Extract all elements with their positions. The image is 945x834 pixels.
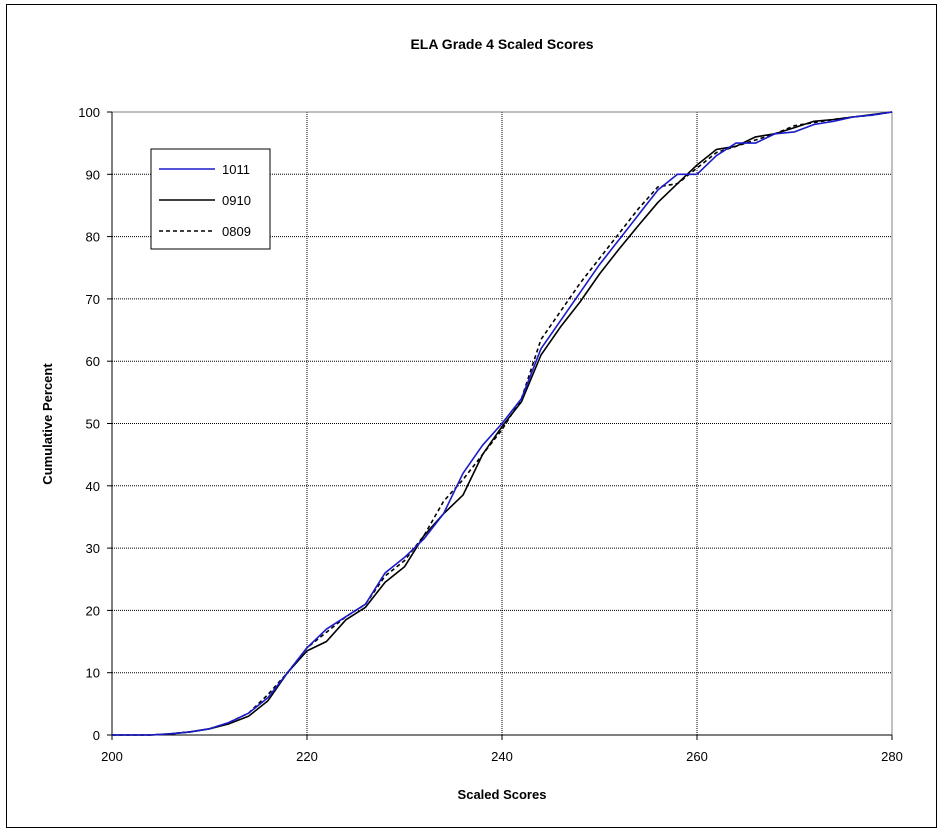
y-tick-label: 60 <box>86 354 100 369</box>
y-axis-title: Cumulative Percent <box>40 363 55 485</box>
legend-label-0910: 0910 <box>222 193 251 208</box>
legend-label-0809: 0809 <box>222 224 251 239</box>
chart-frame <box>6 4 937 828</box>
chart-title: ELA Grade 4 Scaled Scores <box>410 36 593 52</box>
y-tick-label: 30 <box>86 541 100 556</box>
y-tick-label: 10 <box>86 666 100 681</box>
y-tick-label: 100 <box>78 105 100 120</box>
y-tick-label: 40 <box>86 479 100 494</box>
x-tick-label: 260 <box>686 749 708 764</box>
y-tick-label: 0 <box>93 728 100 743</box>
x-tick-label: 200 <box>101 749 123 764</box>
series-lines <box>112 111 893 736</box>
legend: 1011 0910 0809 <box>150 148 271 250</box>
y-tick-label: 80 <box>86 230 100 245</box>
y-tick-label: 70 <box>86 292 100 307</box>
y-tick-label: 90 <box>86 167 100 182</box>
y-tick-label: 20 <box>86 603 100 618</box>
legend-box <box>150 148 271 250</box>
tick-labels: 0 10 20 30 40 50 60 70 80 90 100 200 220 240 260 280 <box>78 105 903 764</box>
x-tick-label: 240 <box>491 749 513 764</box>
legend-label-1011: 1011 <box>222 162 250 177</box>
x-tick-label: 220 <box>296 749 318 764</box>
series-line-1011 <box>112 111 893 736</box>
y-tick-label: 50 <box>86 417 100 432</box>
x-tick-label: 280 <box>881 749 903 764</box>
series-line-0910 <box>112 111 893 736</box>
x-axis-title: Scaled Scores <box>458 787 547 802</box>
